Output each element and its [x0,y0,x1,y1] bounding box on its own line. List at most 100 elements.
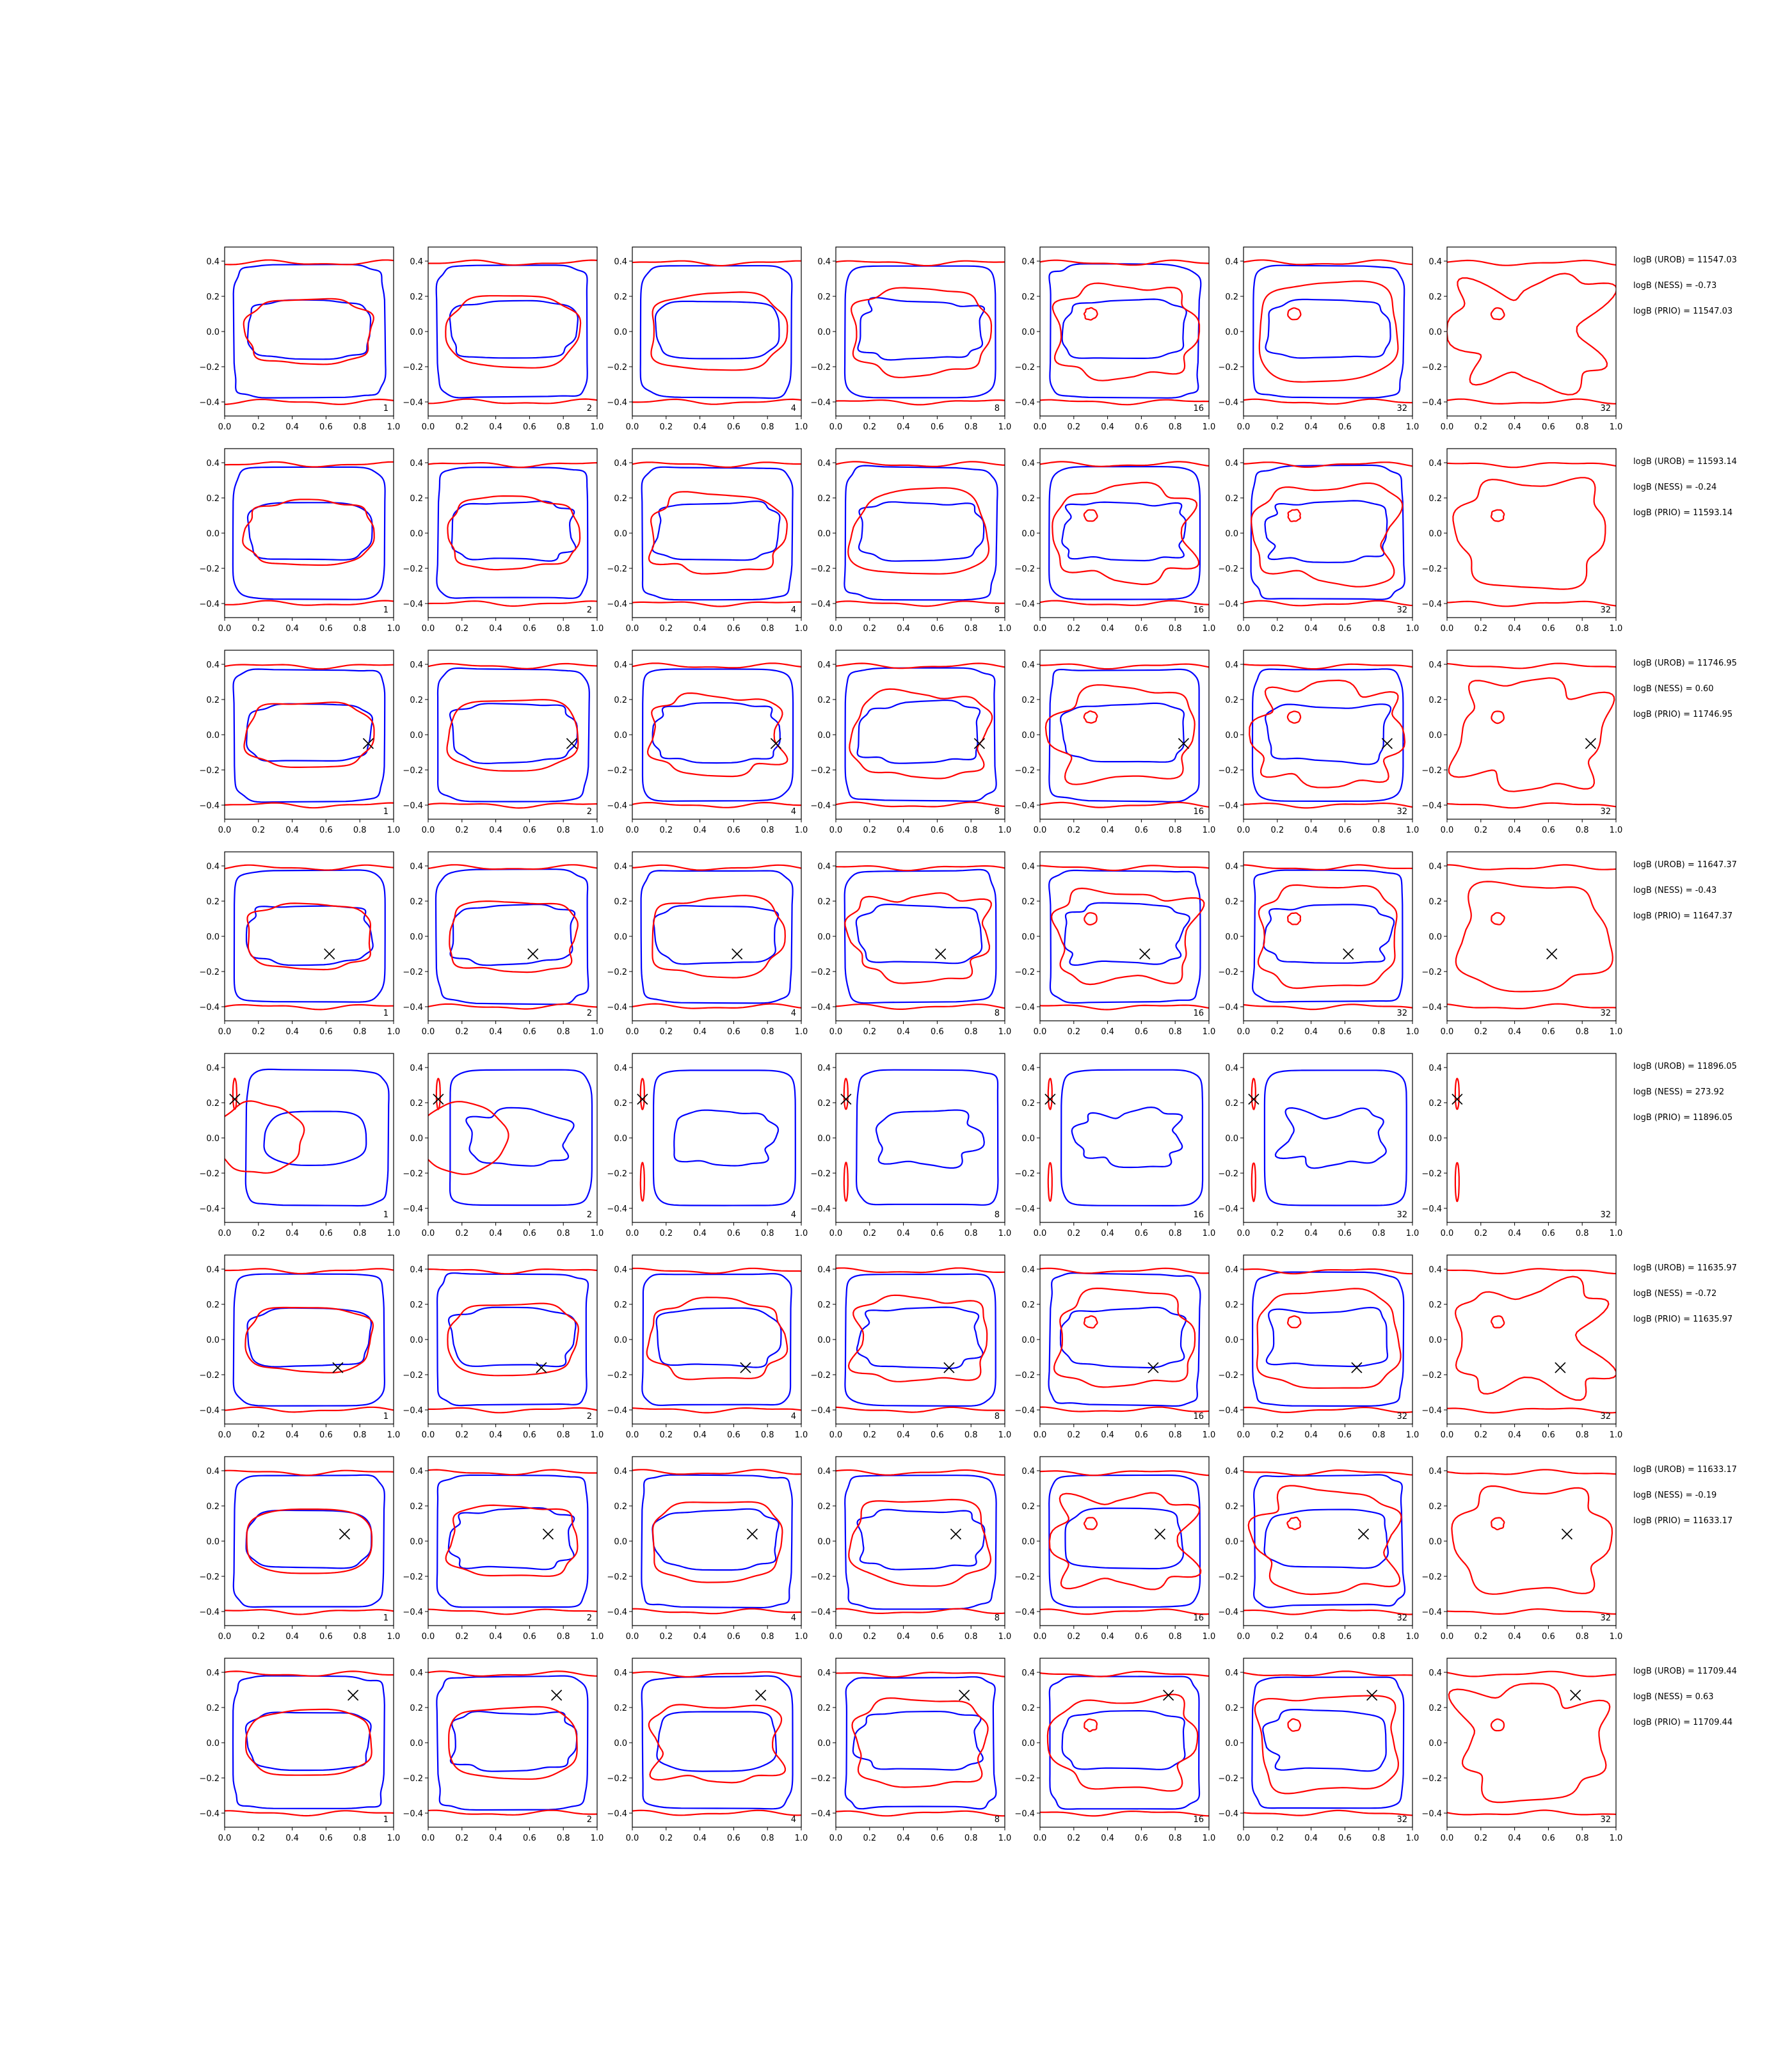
y-tick-label: 0.0 [206,328,220,337]
y-tick-label: −0.4 [403,1204,423,1214]
red-contour [652,895,786,979]
x-tick-label: 0.4 [1101,826,1114,835]
y-tick-label: −0.2 [810,1572,831,1582]
red-contour [243,298,374,365]
panel-label: 8 [995,1009,1000,1018]
red-bottom-contour [225,1609,394,1615]
logb-urob-text: logB (UROB) = 11593.14 [1633,457,1737,467]
blue-outer-contour [436,467,589,599]
y-tick-label: 0.0 [410,328,423,337]
x-tick-label: 1.0 [1203,422,1216,432]
x-tick-label: 1.0 [387,1632,401,1642]
y-tick-label: −0.2 [607,1774,627,1784]
y-tick-label: −0.2 [199,1774,220,1784]
x-tick-label: 0.4 [1508,1229,1521,1238]
red-top-contour [1447,662,1616,669]
y-tick-label: 0.2 [1021,696,1035,705]
panel-label: 16 [1193,404,1204,413]
red-contour [844,892,992,984]
x-tick-label: 0.6 [319,1834,333,1843]
x-tick-label: 1.0 [998,826,1012,835]
y-tick-label: −0.4 [403,1406,423,1416]
cross-marker [1178,738,1189,749]
blue-inner-contour [1265,703,1392,765]
y-tick-label: 0.0 [817,1134,831,1144]
y-tick-label: −0.2 [1014,1572,1035,1582]
x-tick-label: 1.0 [1610,1430,1623,1440]
y-tick-label: −0.2 [810,766,831,776]
x-tick-label: 0.8 [761,1430,774,1440]
x-tick-label: 0.0 [218,826,232,835]
x-tick-label: 0.6 [727,826,740,835]
blue-outer-contour [1252,1474,1406,1608]
y-tick-label: 0.0 [1225,731,1238,740]
y-tick-label: 0.2 [614,1300,627,1310]
blue-outer-contour [1251,668,1404,803]
x-tick-label: 0.8 [761,1632,774,1642]
contour-layer [1447,259,1616,404]
y-tick-label: 0.4 [1428,1265,1442,1275]
x-tick-label: 0.8 [1169,624,1182,634]
logb-ness-text: logB (NESS) = -0.73 [1633,281,1716,291]
x-tick-label: 0.6 [931,1632,944,1642]
panel-r2-c5: 0.0 0.2 0.4 0.6 0.8 1.0 0.4 0.2 0.0 −0.2 −0.4 16 [1014,448,1215,634]
red-top-contour [1040,663,1209,670]
panel-r4-c4: 0.0 0.2 0.4 0.6 0.8 1.0 0.4 0.2 0.0 −0.2 −0.4 8 [810,851,1011,1037]
panel-label: 4 [791,1412,796,1421]
red-island-contour [1490,307,1505,321]
x-tick-label: 0.8 [353,422,367,432]
red-top-contour [1040,461,1209,467]
y-tick-label: −0.4 [403,600,423,609]
y-tick-label: −0.4 [199,1809,220,1819]
y-tick-label: 0.4 [410,862,423,872]
y-tick-label: 0.2 [206,1099,220,1108]
contour-layer [836,1267,1005,1413]
y-tick-label: 0.2 [1021,292,1035,302]
blue-inner-contour [855,904,983,964]
y-tick-label: 0.0 [206,1134,220,1144]
y-tick-label: 0.0 [817,328,831,337]
red-bottom-contour [836,1608,1005,1614]
x-tick-label: 0.8 [557,1229,570,1238]
x-tick-label: 0.4 [285,1834,299,1843]
y-tick-label: 0.2 [410,696,423,705]
x-tick-label: 0.2 [1270,1430,1284,1440]
red-bottom-contour [428,600,597,607]
contour-layer [1244,1469,1412,1615]
panel-r8-c1: 0.0 0.2 0.4 0.6 0.8 1.0 0.4 0.2 0.0 −0.2 −0.4 1 [199,1658,400,1843]
panel-label: 2 [587,1412,592,1421]
blue-outer-contour [1263,1069,1407,1206]
y-tick-label: −0.2 [1218,766,1238,776]
panel-label: 32 [1396,605,1407,615]
red-island-contour [1083,710,1098,724]
red-top-contour [1447,1268,1616,1275]
panel-label: 32 [1396,404,1407,413]
x-tick-label: 0.4 [489,1430,502,1440]
x-tick-label: 0.2 [252,1632,265,1642]
red-contour [652,1501,783,1583]
y-tick-label: 0.0 [1021,328,1035,337]
panel-r6-c1: 0.0 0.2 0.4 0.6 0.8 1.0 0.4 0.2 0.0 −0.2 −0.4 1 [199,1254,400,1440]
y-tick-label: 0.2 [1225,292,1238,302]
x-tick-label: 0.8 [557,826,570,835]
x-tick-label: 0.2 [455,1834,468,1843]
y-tick-label: −0.4 [403,1003,423,1012]
y-tick-label: 0.0 [410,1134,423,1144]
y-tick-label: 0.0 [614,1537,627,1547]
blue-inner-contour [246,1307,372,1368]
x-tick-label: 0.4 [285,1430,299,1440]
red-bottom-contour [1447,398,1616,404]
x-tick-label: 1.0 [998,624,1012,634]
x-tick-label: 0.2 [1270,1027,1284,1037]
x-tick-label: 0.8 [1169,1632,1182,1642]
cross-marker [740,1362,751,1373]
x-tick-label: 0.8 [1576,624,1589,634]
x-tick-label: 0.2 [1270,1834,1284,1843]
y-tick-label: 0.2 [410,1704,423,1713]
blue-inner-contour [1274,1107,1387,1169]
panel-label: 16 [1193,1210,1204,1220]
y-tick-label: 0.4 [817,1467,831,1476]
x-tick-label: 0.4 [1101,1834,1114,1843]
y-tick-label: −0.4 [607,1003,627,1012]
blue-outer-contour [436,1675,589,1811]
